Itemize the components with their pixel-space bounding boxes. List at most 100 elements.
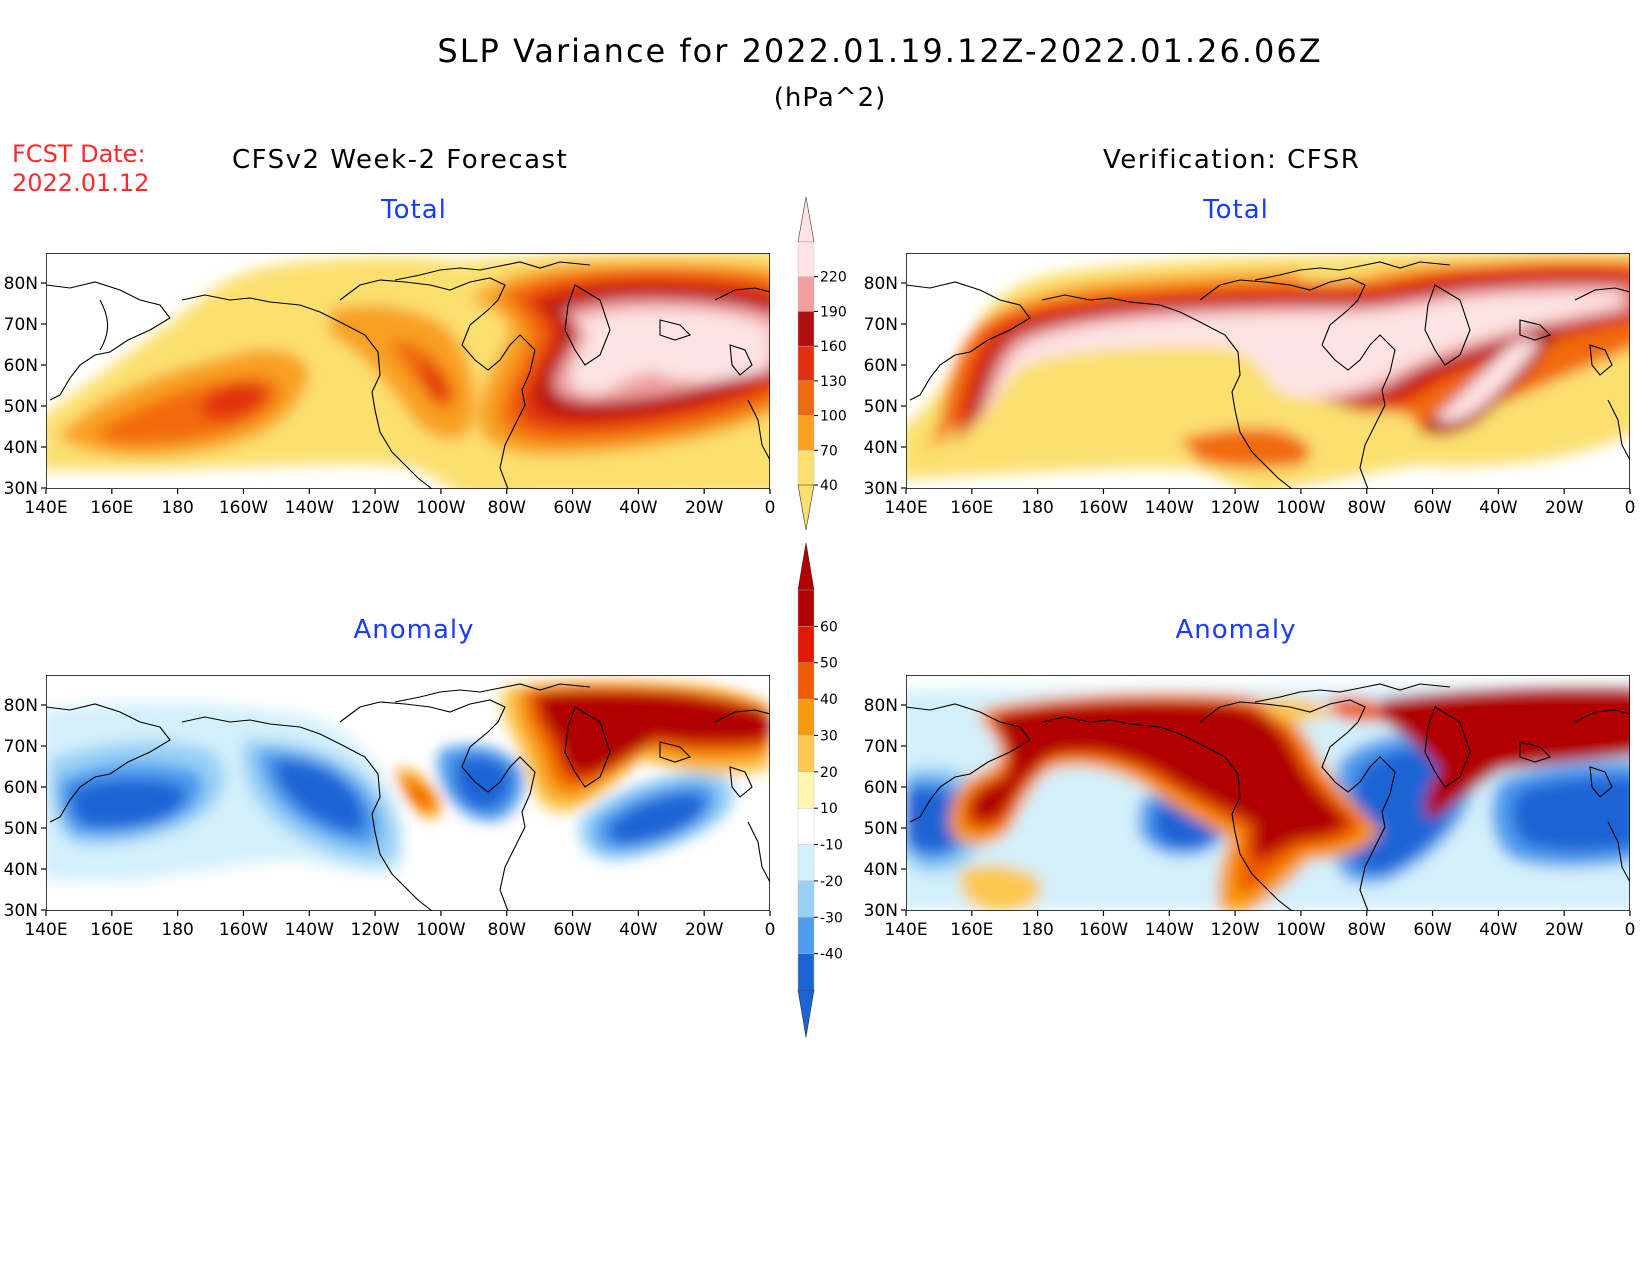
lon-tick-label: 0 <box>1625 498 1636 518</box>
lon-tick-label: 0 <box>1625 920 1636 940</box>
lon-tick-label: 20W <box>1545 920 1584 940</box>
lat-tick-label: 40N <box>4 438 38 458</box>
colorbar-total-swatch <box>797 311 815 347</box>
colorbar-total-bottom-arrow <box>797 484 815 531</box>
colorbar-anomaly-label: -30 <box>820 910 843 926</box>
colorbar-anomaly-swatch <box>797 662 815 700</box>
colorbar-total-swatch <box>797 345 815 382</box>
colorbar-total-label: 100 <box>820 409 847 425</box>
colorbar-total-label: 70 <box>820 443 838 459</box>
colorbar-anomaly-label: -40 <box>820 947 843 963</box>
colorbar-anomaly-swatch <box>797 917 815 954</box>
lat-tick-label: 70N <box>4 737 38 757</box>
lon-tick-label: 20W <box>1545 498 1584 518</box>
lon-tick-label: 140E <box>884 920 927 940</box>
colorbar-total-label: 190 <box>820 304 847 320</box>
colorbar-anomaly-label: -10 <box>820 838 843 854</box>
lon-tick-label: 120W <box>1210 498 1259 518</box>
panel-label-total-forecast: Total <box>380 195 447 225</box>
colorbar-total-label: 130 <box>820 374 847 390</box>
lat-tick-label: 50N <box>4 397 38 417</box>
lat-tick-label: 70N <box>864 737 898 757</box>
colorbar-anomaly-label: 20 <box>820 765 838 781</box>
colorbar-anomaly-swatch <box>797 953 815 991</box>
lon-tick-label: 160E <box>950 498 993 518</box>
lon-tick-label: 140W <box>285 920 334 940</box>
lat-tick-label: 40N <box>864 860 898 880</box>
colorbar-anomaly-swatch <box>797 589 815 627</box>
lon-tick-label: 60W <box>553 920 592 940</box>
lon-tick-label: 40W <box>1479 498 1518 518</box>
lon-tick-label: 160W <box>219 498 268 518</box>
colorbar-anomaly-swatch <box>797 880 815 918</box>
lat-tick-label: 30N <box>864 479 898 499</box>
colorbar-anomaly-label: 30 <box>820 728 838 744</box>
figure-units: (hPa^2) <box>774 83 887 113</box>
panel-label-anomaly-verification: Anomaly <box>1175 615 1296 645</box>
lon-tick-label: 40W <box>1479 920 1518 940</box>
lat-tick-label: 50N <box>4 819 38 839</box>
panel-label-total-verification: Total <box>1202 195 1269 225</box>
lon-tick-label: 60W <box>553 498 592 518</box>
lon-tick-label: 40W <box>619 498 658 518</box>
colorbar-anomaly-label: 50 <box>820 656 838 672</box>
lat-tick-label: 40N <box>864 438 898 458</box>
lon-tick-label: 160W <box>219 920 268 940</box>
lon-tick-label: 80W <box>488 920 527 940</box>
lon-tick-label: 100W <box>416 498 465 518</box>
colorbar-anomaly-label: 60 <box>820 619 838 635</box>
fcst-date-label: FCST Date: <box>12 140 146 168</box>
lon-tick-label: 40W <box>619 920 658 940</box>
lat-tick-label: 30N <box>864 901 898 921</box>
colorbar-anomaly-swatch <box>797 771 815 809</box>
lon-tick-label: 180 <box>161 498 193 518</box>
lon-tick-label: 80W <box>488 498 527 518</box>
colorbar-anomaly-swatch <box>797 807 815 845</box>
lon-tick-label: 140W <box>285 498 334 518</box>
lon-tick-label: 140E <box>884 498 927 518</box>
colorbar-anomaly-swatch <box>797 698 815 736</box>
colorbar-total-top-arrow <box>797 196 815 243</box>
colorbar-total-swatch <box>797 276 815 312</box>
lat-tick-label: 60N <box>864 778 898 798</box>
lat-tick-label: 70N <box>864 315 898 335</box>
lon-tick-label: 160W <box>1079 498 1128 518</box>
colorbar-total-label: 160 <box>820 339 847 355</box>
panel-label-anomaly-forecast: Anomaly <box>353 615 474 645</box>
map-forecast-anomaly <box>46 675 770 911</box>
lon-tick-label: 120W <box>1210 920 1259 940</box>
lon-tick-label: 20W <box>685 498 724 518</box>
lon-tick-label: 140W <box>1145 498 1194 518</box>
lon-tick-label: 80W <box>1348 498 1387 518</box>
colorbar-total-label: 40 <box>820 478 838 494</box>
lon-tick-label: 160E <box>90 498 133 518</box>
colorbar-total-swatch <box>797 450 815 486</box>
colorbar-anomaly-top-arrow <box>797 542 815 591</box>
lat-tick-label: 80N <box>864 696 898 716</box>
verification-heading: Verification: CFSR <box>1103 145 1360 175</box>
lat-tick-label: 60N <box>4 778 38 798</box>
figure-title: SLP Variance for 2022.01.19.12Z-2022.01.… <box>437 32 1322 70</box>
colorbar-total-swatch <box>797 415 815 451</box>
colorbar-anomaly-swatch <box>797 626 815 663</box>
lat-tick-label: 80N <box>4 696 38 716</box>
lon-tick-label: 100W <box>416 920 465 940</box>
lon-tick-label: 160E <box>950 920 993 940</box>
lon-tick-label: 20W <box>685 920 724 940</box>
map-verification-total <box>906 253 1630 489</box>
map-forecast-total <box>46 253 770 489</box>
lon-tick-label: 180 <box>1021 920 1053 940</box>
lat-tick-label: 30N <box>4 901 38 921</box>
lon-tick-label: 80W <box>1348 920 1387 940</box>
colorbar-anomaly: 60 50 40 30 20 10 -10 -20 -30 -40 <box>797 542 843 1038</box>
lat-tick-label: 70N <box>4 315 38 335</box>
colorbar-total-swatch <box>797 241 815 277</box>
lon-tick-label: 180 <box>161 920 193 940</box>
lon-tick-label: 0 <box>765 498 776 518</box>
colorbar-anomaly-label: -20 <box>820 874 843 890</box>
colorbar-anomaly-label: 10 <box>820 801 838 817</box>
lat-tick-label: 50N <box>864 819 898 839</box>
colorbar-anomaly-swatch <box>797 844 815 882</box>
